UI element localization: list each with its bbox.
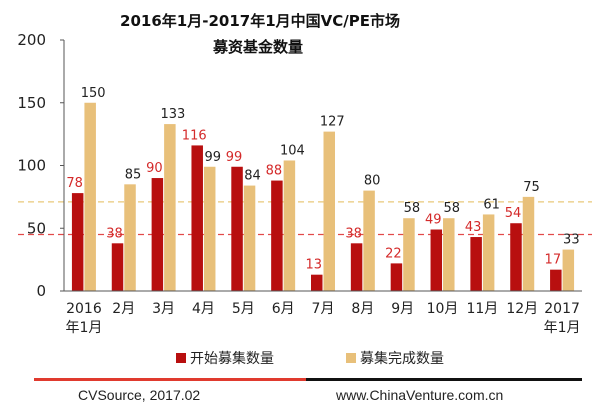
data-label-completed: 104 — [280, 143, 305, 158]
bar-started — [470, 237, 482, 291]
footer: CVSource, 2017.02 www.ChinaVenture.com.c… — [34, 378, 582, 403]
data-label-completed: 80 — [364, 174, 381, 189]
legend-label-series-b: 募集完成数量 — [360, 350, 444, 367]
x-tick-label: 年1月 — [65, 320, 102, 336]
bar-started — [430, 229, 443, 291]
data-label-started: 54 — [505, 206, 522, 221]
legend-swatch-series-b — [346, 353, 356, 363]
bar-completed — [323, 131, 335, 291]
data-label-started: 22 — [385, 246, 402, 261]
data-label-completed: 85 — [125, 167, 142, 182]
x-tick-label: 10月 — [427, 301, 459, 317]
bar-completed — [124, 184, 136, 291]
data-label-started: 38 — [345, 226, 362, 241]
data-label-completed: 75 — [523, 180, 540, 195]
data-label-started: 78 — [66, 176, 83, 191]
x-tick-label: 4月 — [192, 301, 215, 317]
chart-subtitle: 募资基金数量 — [212, 38, 303, 56]
bar-completed — [443, 218, 455, 291]
bar-started — [510, 223, 522, 291]
data-label-started: 43 — [465, 220, 482, 235]
x-tick-label: 2017 — [544, 301, 580, 317]
x-tick-label: 11月 — [466, 301, 498, 317]
bar-started — [390, 263, 403, 291]
axes: 0 50 100 150 200 2016 年1月 2月 3月 4月 5月 6月 7月 8月 9月 10月 11… — [17, 31, 582, 336]
bar-completed — [203, 166, 216, 291]
y-tick-label: 0 — [36, 282, 46, 300]
chart-title: 2016年1月-2017年1月中国VC/PE市场 — [120, 12, 400, 30]
y-tick-label: 50 — [27, 219, 46, 237]
legend-label-series-a: 开始募集数量 — [190, 350, 274, 367]
bar-started — [191, 145, 203, 291]
bar-started — [71, 193, 84, 291]
y-tick-label: 150 — [17, 94, 46, 112]
legend: 开始募集数量 募集完成数量 — [176, 350, 444, 367]
y-tick-label: 100 — [17, 157, 46, 175]
data-label-completed: 127 — [320, 115, 345, 130]
bar-started — [151, 178, 164, 291]
bar-completed — [164, 124, 176, 292]
bar-completed — [363, 190, 375, 291]
footer-website: www.ChinaVenture.com.cn — [335, 387, 503, 403]
bar-completed — [562, 249, 575, 291]
x-tick-label: 9月 — [391, 301, 414, 317]
data-label-started: 13 — [305, 258, 322, 273]
x-tick-label: 8月 — [351, 301, 374, 317]
data-label-completed: 58 — [404, 201, 421, 216]
data-label-started: 38 — [106, 226, 123, 241]
x-tick-label: 2月 — [112, 301, 135, 317]
reference-lines — [18, 201, 592, 236]
y-tick-label: 200 — [17, 31, 46, 49]
bar-started — [550, 269, 562, 291]
bar-started — [311, 274, 323, 291]
x-tick-label: 6月 — [272, 301, 295, 317]
footer-rule-red — [34, 378, 306, 381]
bar-completed — [522, 196, 535, 291]
legend-swatch-series-a — [176, 353, 186, 363]
footer-rule-black — [306, 378, 582, 381]
data-label-completed: 58 — [444, 201, 461, 216]
footer-source: CVSource, 2017.02 — [78, 387, 200, 403]
data-label-started: 90 — [146, 161, 163, 176]
data-label-started: 49 — [425, 213, 442, 228]
bar-started — [350, 243, 363, 291]
data-label-started: 99 — [226, 150, 243, 165]
bar-completed — [84, 102, 96, 291]
bars — [71, 102, 575, 292]
data-label-completed: 84 — [244, 169, 261, 184]
data-label-completed: 61 — [483, 197, 500, 212]
bar-started — [231, 166, 243, 291]
bar-started — [271, 180, 283, 291]
data-label-started: 88 — [266, 164, 283, 179]
data-label-completed: 99 — [204, 150, 221, 165]
data-label-started: 116 — [182, 128, 207, 143]
data-label-completed: 33 — [563, 233, 580, 248]
x-tick-label: 5月 — [232, 301, 255, 317]
bar-completed — [283, 160, 296, 291]
data-label-completed: 133 — [160, 107, 185, 122]
x-tick-label: 12月 — [506, 301, 538, 317]
x-tick-label: 年1月 — [544, 320, 581, 336]
x-tick-label: 2016 — [66, 301, 102, 317]
x-tick-label: 7月 — [312, 301, 335, 317]
data-label-completed: 150 — [81, 86, 106, 101]
x-tick-label: 3月 — [152, 301, 175, 317]
bar-started — [111, 243, 124, 291]
bar-completed — [243, 185, 256, 291]
data-label-started: 17 — [545, 253, 562, 268]
bar-completed — [482, 214, 495, 291]
bar-completed — [403, 218, 415, 291]
